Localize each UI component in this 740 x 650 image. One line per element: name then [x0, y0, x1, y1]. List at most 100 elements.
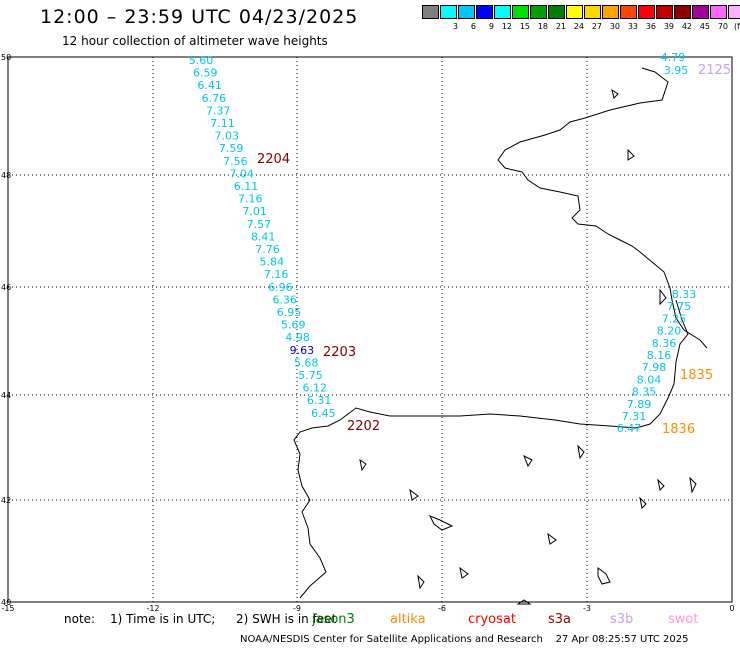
- color-legend-swatch: [422, 5, 439, 19]
- lat-tick-label: 50: [1, 53, 11, 62]
- map-frame: [7, 56, 733, 603]
- note-item-1: 1) Time is in UTC;: [110, 612, 216, 626]
- track-time-label: 2204: [257, 152, 290, 167]
- wave-height-label: 5.68: [294, 356, 319, 369]
- wave-height-label: 6.31: [307, 394, 332, 407]
- wave-height-label: 7.25: [662, 312, 687, 325]
- color-legend-label: 36: [645, 22, 656, 31]
- wave-height-label: 7.89: [627, 398, 652, 411]
- color-legend-swatch: [494, 5, 511, 19]
- satellite-legend-swot: swot: [668, 612, 699, 627]
- track-time-label: 2125: [698, 63, 731, 78]
- color-legend-label: 15: [519, 22, 530, 31]
- color-legend-label: 39: [663, 22, 674, 31]
- wave-height-label: 6.96: [268, 281, 293, 294]
- coastline: [293, 67, 708, 605]
- wave-height-label: 7.76: [255, 243, 280, 256]
- satellite-legend-s3a: s3a: [548, 612, 572, 627]
- track-time-labels: 2204 2203 2202 2125 1835 1836: [257, 63, 731, 437]
- wave-height-label: 8.33: [672, 288, 697, 301]
- wave-height-label: 7.59: [219, 142, 244, 155]
- color-legend-label: 24: [573, 22, 584, 31]
- wave-height-label: 5.60: [189, 54, 214, 67]
- wave-height-label: 7.03: [215, 130, 240, 143]
- color-legend-label: 21: [555, 22, 566, 31]
- note-item-2: 2) SWH is in feet: [236, 612, 337, 626]
- color-legend-swatch: [548, 5, 565, 19]
- wave-height-label: 6.41: [197, 79, 222, 92]
- wave-height-label: 7.31: [622, 410, 647, 423]
- lon-tick-label: -15: [1, 604, 14, 613]
- color-legend-label: 9: [488, 22, 494, 31]
- track-time-label: 1835: [680, 368, 713, 383]
- wave-height-label: 5.84: [260, 256, 285, 269]
- color-legend-swatch: [512, 5, 529, 19]
- wave-height-label: 4.98: [285, 331, 310, 344]
- lon-tick-label: -3: [583, 604, 591, 613]
- wave-height-label: 6.12: [303, 382, 328, 395]
- color-legend-swatch: [674, 5, 691, 19]
- satellite-legend-cryosat: cryosat: [468, 612, 516, 627]
- color-legend-swatch: [476, 5, 493, 19]
- lat-tick-label: 48: [1, 171, 11, 180]
- wave-height-label: 8.36: [652, 337, 677, 350]
- satellite-track-s3b: 4.793.95: [661, 51, 689, 77]
- wave-height-label: 6.36: [272, 293, 297, 306]
- color-legend-swatch: [458, 5, 475, 19]
- color-legend-label: 3: [452, 22, 458, 31]
- wave-height-label: 6.45: [311, 407, 336, 420]
- lat-tick-label: 42: [1, 496, 11, 505]
- wave-height-label: 8.20: [657, 325, 682, 338]
- color-legend-swatch: [692, 5, 709, 19]
- color-legend-swatch: [638, 5, 655, 19]
- color-legend-swatch: [656, 5, 673, 19]
- lat-tick-label: 40: [1, 598, 11, 607]
- map-subtitle: 12 hour collection of altimeter wave hei…: [62, 34, 328, 48]
- color-legend-label: 30: [609, 22, 620, 31]
- wave-height-label: 7.01: [242, 205, 267, 218]
- color-legend-swatch: [728, 5, 740, 19]
- wave-height-label: 8.41: [251, 230, 276, 243]
- color-legend-label: 33: [627, 22, 638, 31]
- wave-height-label: 6.59: [193, 67, 218, 80]
- footer-credit: NOAA/NESDIS Center for Satellite Applica…: [240, 634, 689, 645]
- color-legend-swatch: [710, 5, 727, 19]
- color-legend-label: 6: [470, 22, 476, 31]
- track-time-label: 2203: [323, 345, 356, 360]
- wave-height-label: 6.47: [617, 422, 642, 435]
- wave-height-label: 6.11: [234, 180, 259, 193]
- color-legend-label: (ft): [733, 22, 740, 31]
- wave-height-label: 7.98: [642, 361, 667, 374]
- color-legend-swatch: [620, 5, 637, 19]
- satellite-track-s3a: 5.606.596.416.767.377.117.037.597.567.04…: [189, 54, 336, 420]
- track-time-label: 2202: [347, 419, 380, 434]
- color-legend-label: 18: [537, 22, 548, 31]
- wave-height-label: 7.16: [264, 268, 289, 281]
- graticule: [7, 56, 733, 603]
- lon-tick-label: -9: [293, 604, 301, 613]
- satellite-legend-jason3: jason3: [312, 612, 355, 627]
- note-prefix: note:: [64, 612, 96, 626]
- wave-height-label: 4.79: [661, 51, 686, 64]
- satellite-legend-s3b: s3b: [610, 612, 634, 627]
- color-legend-swatch: [584, 5, 601, 19]
- wave-height-label: 5.69: [281, 319, 306, 332]
- lon-tick-label: -12: [146, 604, 159, 613]
- wave-height-label: 5.75: [298, 369, 323, 382]
- lat-tick-label: 44: [1, 391, 11, 400]
- lat-tick-label: 46: [1, 283, 11, 292]
- color-legend-label: 27: [591, 22, 602, 31]
- wave-height-label: 6.76: [202, 92, 227, 105]
- axis-tick-labels: -15 -12 -9 -6 -3 0 50 48 46 44 42 40: [1, 53, 735, 613]
- color-legend: [422, 5, 740, 19]
- track-time-label: 1836: [662, 422, 695, 437]
- wave-height-label: 6.95: [277, 306, 302, 319]
- color-legend-swatch: [566, 5, 583, 19]
- wave-height-label: 7.75: [667, 300, 692, 313]
- satellite-legend-altika: altika: [390, 612, 426, 627]
- color-legend-label: 70: [717, 22, 728, 31]
- color-legend-swatch: [440, 5, 457, 19]
- wave-height-label: 3.95: [664, 64, 689, 77]
